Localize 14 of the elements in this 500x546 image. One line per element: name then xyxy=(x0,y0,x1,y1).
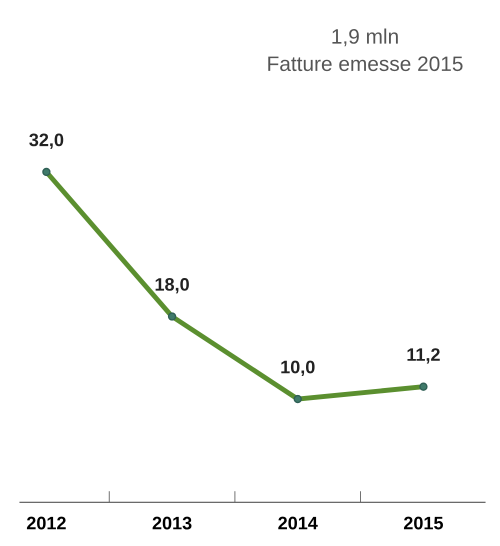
chart-subtitle: Fatture emesse 2015 xyxy=(268,56,463,72)
point xyxy=(168,312,176,321)
data-label: 10,0 xyxy=(281,360,315,376)
x-tick-label: 2014 xyxy=(278,516,318,530)
chart-title: 1,9 mln xyxy=(332,28,398,46)
x-tick-label: 2013 xyxy=(152,516,192,530)
data-label: 32,0 xyxy=(29,133,64,149)
data-label: 18,0 xyxy=(156,278,189,294)
data-label: 11,2 xyxy=(407,348,440,364)
point xyxy=(42,168,51,176)
x-tick-label: 2012 xyxy=(26,516,66,530)
x-tick-label: 2015 xyxy=(404,516,443,530)
point xyxy=(294,394,302,404)
point xyxy=(419,382,428,391)
